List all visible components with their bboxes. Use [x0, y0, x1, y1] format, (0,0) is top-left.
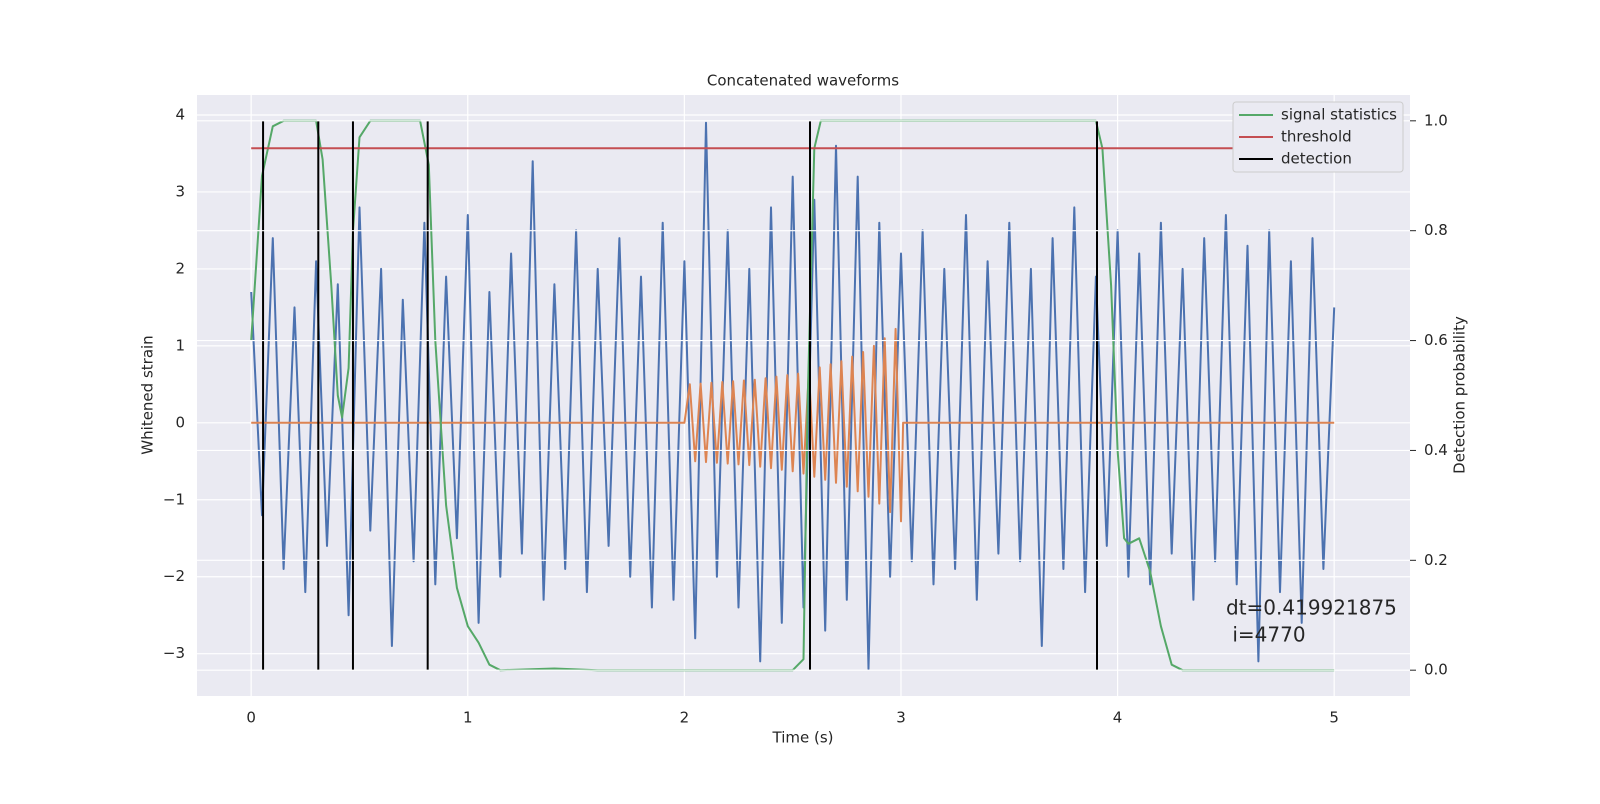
y-tick-label: 1 — [175, 336, 185, 354]
annotation: i=4770 — [1226, 623, 1306, 647]
x-tick-label: 1 — [463, 709, 473, 727]
x-tick-label: 5 — [1329, 709, 1339, 727]
y-tick-label: −3 — [163, 644, 185, 662]
legend-box — [1232, 101, 1404, 173]
chart-title: Concatenated waveforms — [707, 72, 899, 90]
y-tick-label: 2 — [175, 259, 185, 277]
y2-tick-label: 0.8 — [1424, 221, 1448, 239]
y-axis-label: Whitened strain — [139, 335, 157, 454]
legend-label: threshold — [1281, 128, 1352, 146]
y2-tick-label: 0.0 — [1424, 661, 1448, 679]
y2-tick-label: 0.2 — [1424, 551, 1448, 569]
series-line — [250, 119, 1335, 672]
annotation: dt=0.419921875 — [1226, 596, 1397, 620]
y2-tick-label: 1.0 — [1424, 111, 1448, 129]
y2-tick-label: 0.6 — [1424, 331, 1448, 349]
y-tick-label: −2 — [163, 567, 185, 585]
series-line — [251, 327, 1335, 523]
x-tick-label: 4 — [1113, 709, 1123, 727]
y-tick-label: −1 — [163, 490, 185, 508]
y2-axis-label: Detection probability — [1451, 316, 1469, 474]
x-tick-label: 0 — [246, 709, 256, 727]
y-tick-label: 0 — [175, 413, 185, 431]
x-axis-label: Time (s) — [772, 729, 834, 747]
x-tick-label: 2 — [680, 709, 690, 727]
y-tick-label: 3 — [175, 182, 185, 200]
y2-tick-label: 0.4 — [1424, 441, 1448, 459]
series-line — [250, 121, 1336, 671]
y-tick-label: 4 — [175, 106, 185, 124]
legend-label: detection — [1281, 150, 1352, 168]
x-tick-label: 3 — [896, 709, 906, 727]
legend-label: signal statistics — [1281, 106, 1397, 124]
